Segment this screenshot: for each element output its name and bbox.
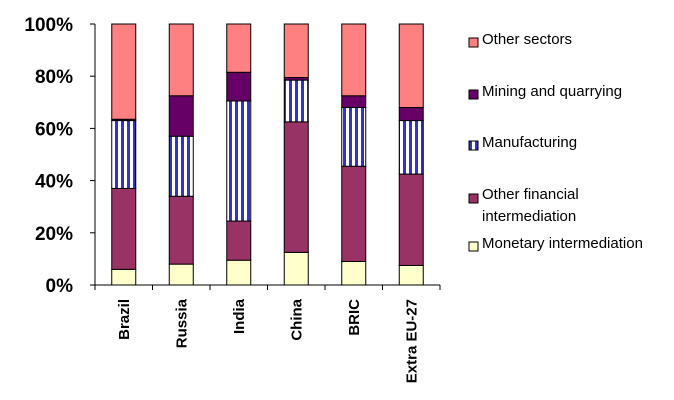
bar-segment-brazil-manufacturing	[111, 120, 137, 189]
legend-swatch-manufacturing	[468, 140, 479, 151]
bar-segment-bric-manufacturing	[341, 107, 367, 167]
legend-label-manufacturing: Manufacturing	[482, 134, 577, 151]
bar-segment-china-manufacturing	[283, 79, 309, 123]
bar-segment-india-mining-and-quarrying	[226, 71, 252, 102]
bar-segment-russia-mining-and-quarrying	[168, 95, 194, 137]
x-category-label: Russia	[173, 298, 190, 348]
legend-label-monetary-intermediation: Monetary intermediation	[482, 235, 643, 252]
y-tick-label: 60%	[35, 119, 73, 140]
bar-segment-brazil-monetary-intermediation	[111, 268, 137, 286]
y-tick-labels: 0% 20% 40% 60% 80% 100%	[24, 15, 73, 297]
bar-segment-brazil-other-sectors	[111, 23, 137, 120]
axes	[90, 23, 441, 290]
legend: Other sectors Mining and quarrying Manufac…	[468, 31, 643, 252]
bar-segment-russia-other-sectors	[168, 23, 194, 97]
legend-swatch-other-financial-intermediation	[468, 193, 479, 204]
bar-segment-india-manufacturing	[226, 100, 252, 222]
x-category-label: China	[288, 298, 305, 340]
bar-segment-india-monetary-intermediation	[226, 259, 252, 286]
bar-segment-extra-eu-27-monetary-intermediation	[398, 264, 424, 286]
bar-segment-extra-eu-27-other-financial-intermediation	[398, 173, 424, 266]
bar-segment-china-monetary-intermediation	[283, 251, 309, 286]
legend-label-mining-and-quarrying: Mining and quarrying	[482, 83, 622, 100]
legend-swatch-mining-and-quarrying	[468, 89, 479, 100]
bar-segment-russia-manufacturing	[168, 135, 194, 197]
y-tick-label: 40%	[35, 172, 73, 193]
bar-segment-russia-monetary-intermediation	[168, 263, 194, 286]
bar-segment-china-other-sectors	[283, 23, 309, 79]
bar-segment-india-other-financial-intermediation	[226, 220, 252, 261]
y-tick-label: 100%	[24, 15, 73, 36]
bar-segment-bric-monetary-intermediation	[341, 261, 367, 286]
bars	[111, 23, 424, 286]
x-category-label: Brazil	[116, 299, 133, 340]
legend-label-other-sectors: Other sectors	[482, 31, 572, 48]
y-tick-label: 0%	[46, 276, 74, 297]
legend-label-other-financial-intermediation: Other financial intermediation	[482, 186, 579, 225]
y-tick-label: 80%	[35, 67, 73, 88]
bar-segment-extra-eu-27-mining-and-quarrying	[398, 107, 424, 122]
bar-segment-brazil-other-financial-intermediation	[111, 187, 137, 270]
legend-swatch-other-sectors	[468, 37, 479, 48]
x-category-labels: Brazil Russia India China BRIC Extra EU-27	[116, 298, 421, 383]
x-category-label: India	[231, 298, 248, 334]
x-category-label: Extra EU-27	[403, 299, 420, 383]
y-tick-label: 20%	[35, 224, 73, 245]
bar-segment-bric-other-financial-intermediation	[341, 165, 367, 263]
legend-swatch-monetary-intermediation	[468, 241, 479, 252]
bar-segment-russia-other-financial-intermediation	[168, 195, 194, 265]
bar-segment-extra-eu-27-manufacturing	[398, 120, 424, 175]
bar-segment-bric-other-sectors	[341, 23, 367, 97]
bar-segment-bric-mining-and-quarrying	[341, 95, 367, 109]
bar-segment-china-other-financial-intermediation	[283, 121, 309, 253]
bar-segment-india-other-sectors	[226, 23, 252, 73]
x-category-label: BRIC	[346, 299, 363, 336]
bar-segment-extra-eu-27-other-sectors	[398, 23, 424, 109]
